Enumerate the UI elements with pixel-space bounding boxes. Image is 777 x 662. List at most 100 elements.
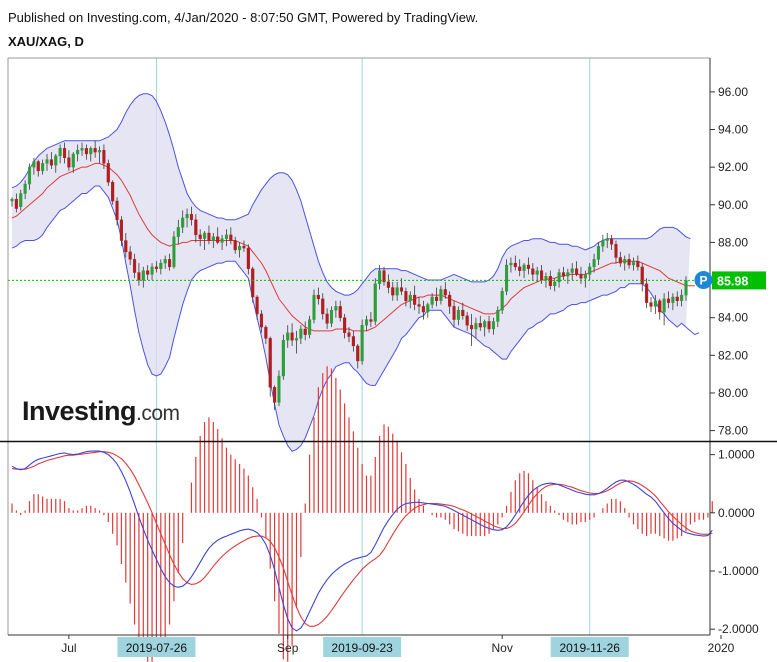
date-highlight-label: 2019-09-23 xyxy=(331,641,393,655)
candle xyxy=(526,257,530,275)
candle-body xyxy=(290,332,294,341)
candle-body xyxy=(356,345,360,362)
candle xyxy=(76,144,80,162)
candle xyxy=(233,236,237,254)
candle xyxy=(645,278,649,309)
macd-tick-label: 0.0000 xyxy=(718,506,755,520)
time-tick-label: Jul xyxy=(61,641,76,655)
candle-body xyxy=(242,245,246,249)
candle xyxy=(421,300,425,320)
candle xyxy=(286,325,290,348)
candle xyxy=(548,270,552,290)
candle xyxy=(62,142,67,164)
candle-body xyxy=(658,300,662,313)
candle xyxy=(583,270,587,288)
candle xyxy=(413,285,417,311)
candle-body xyxy=(535,270,539,275)
candle-body xyxy=(343,317,347,333)
candle xyxy=(675,291,679,307)
candle xyxy=(356,344,360,369)
candle-body xyxy=(373,283,377,322)
candle xyxy=(67,150,71,171)
candle-body xyxy=(338,306,342,318)
candle-body xyxy=(583,274,587,279)
price-tick-label: 82.00 xyxy=(718,348,748,362)
candle-body xyxy=(294,338,299,341)
candle-body xyxy=(448,294,452,307)
candle xyxy=(58,144,62,164)
candle xyxy=(19,189,23,211)
candle xyxy=(316,287,320,305)
candle xyxy=(614,240,618,264)
candle-body xyxy=(229,234,233,241)
candle-body xyxy=(645,283,649,303)
candle xyxy=(487,315,491,333)
candle-body xyxy=(513,262,517,268)
candle-body xyxy=(62,148,67,158)
candle xyxy=(211,233,215,249)
candle xyxy=(321,293,325,320)
candle-body xyxy=(395,287,399,296)
candle-body xyxy=(268,338,272,388)
candle xyxy=(491,317,495,335)
candle xyxy=(610,234,614,250)
candle xyxy=(557,268,561,288)
candle-body xyxy=(281,340,285,377)
candle-body xyxy=(23,183,27,194)
candle xyxy=(474,317,478,339)
candle xyxy=(596,242,601,265)
candle-body xyxy=(434,296,439,301)
candle xyxy=(483,319,487,337)
candle-body xyxy=(58,148,62,157)
candle xyxy=(124,233,128,258)
candle xyxy=(680,289,684,307)
candle-body xyxy=(347,332,351,337)
candle-body xyxy=(137,272,141,281)
candle xyxy=(207,225,211,245)
candle-body xyxy=(605,238,609,241)
candle xyxy=(325,308,329,329)
candle-body xyxy=(684,280,688,296)
price-tick-label: 78.00 xyxy=(718,424,748,438)
candle-body xyxy=(141,270,145,281)
candle xyxy=(84,144,88,160)
candle xyxy=(570,263,574,281)
candle xyxy=(456,306,460,326)
candle xyxy=(312,289,316,324)
candle-body xyxy=(159,262,163,269)
candle-body xyxy=(176,227,180,237)
candle-body xyxy=(474,323,478,330)
candle xyxy=(566,268,570,284)
candle-body xyxy=(421,306,425,313)
candle xyxy=(469,313,474,346)
candle xyxy=(27,163,32,190)
candle xyxy=(443,281,447,299)
candle-body xyxy=(430,296,434,305)
candle xyxy=(54,153,58,173)
date-highlight-box xyxy=(323,637,402,657)
candle xyxy=(334,300,338,318)
candle-body xyxy=(364,319,369,326)
candle-body xyxy=(93,148,97,153)
candle-body xyxy=(399,287,404,292)
candle-body xyxy=(596,245,601,260)
candle-body xyxy=(308,319,312,335)
candle xyxy=(382,266,386,286)
candle-body xyxy=(106,163,110,183)
candle-body xyxy=(19,193,23,207)
candle-body xyxy=(150,266,154,275)
candle xyxy=(579,266,583,284)
candle xyxy=(132,253,137,279)
candle xyxy=(198,229,202,247)
candle xyxy=(294,330,299,354)
candle xyxy=(242,240,246,252)
candle-body xyxy=(522,264,526,271)
candle-body xyxy=(128,251,132,260)
candle xyxy=(251,266,255,303)
date-highlight-box xyxy=(117,637,196,657)
candle xyxy=(224,229,229,247)
candle-body xyxy=(168,259,172,268)
price-tick-label: 92.00 xyxy=(718,160,748,174)
candle-body xyxy=(570,268,574,273)
